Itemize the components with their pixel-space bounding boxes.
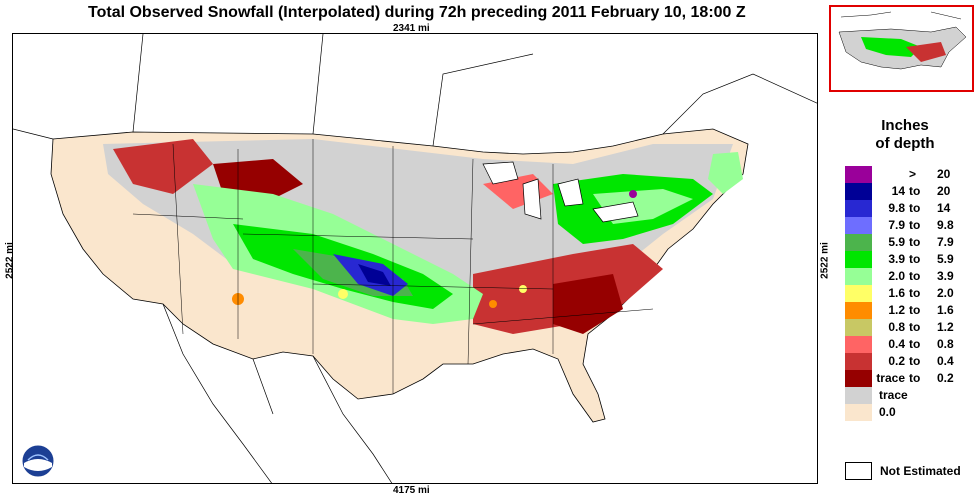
legend-high-value: 1.6 [937,303,954,317]
legend-high-value: 0.2 [937,371,954,385]
legend-entry: 14 to 20 [845,183,975,200]
map-title: Total Observed Snowfall (Interpolated) d… [88,4,746,21]
legend-swatch [845,217,872,234]
legend-separator: to [909,184,921,198]
legend-swatch [845,200,872,217]
legend-low-value: trace [876,371,905,385]
inset-map-graphic [831,7,972,90]
legend-entry: 0.0 [845,404,975,421]
legend-swatch [845,285,872,302]
legend-label: trace [879,388,908,402]
legend-entry: 9.8 to 14 [845,200,975,217]
legend-entry: 2.0 to 3.9 [845,268,975,285]
legend-high-value: 20 [937,184,951,198]
legend-low-value: 1.2 [888,303,905,317]
legend-separator: to [909,235,921,249]
legend-entry: 1.6 to 2.0 [845,285,975,302]
legend-low-value: 0.2 [888,354,905,368]
legend-low-value: 0.8 [888,320,905,334]
legend-entry: 5.9 to 7.9 [845,234,975,251]
legend-entry: trace to 0.2 [845,370,975,387]
legend-entry: 0.4 to 0.8 [845,336,975,353]
legend-separator: to [909,252,921,266]
legend-high-value: 3.9 [937,269,954,283]
legend-entry: 0.8 to 1.2 [845,319,975,336]
legend-swatch [845,166,872,183]
legend-swatch [845,268,872,285]
top-dimension-label: 2341 mi [393,23,430,34]
not-estimated-legend-item: Not Estimated [845,462,975,482]
legend-separator: to [909,269,921,283]
legend-high-value: 5.9 [937,252,954,266]
legend-high-value: 2.0 [937,286,954,300]
legend-title: Inches of depth [845,117,965,153]
legend-swatch [845,336,872,353]
legend-high-value: 1.2 [937,320,954,334]
bottom-dimension-label: 4175 mi [393,485,430,496]
legend-entry: 0.2 to 0.4 [845,353,975,370]
legend-swatch [845,251,872,268]
legend-low-value: 9.8 [888,201,905,215]
legend-separator: to [909,354,921,368]
legend-high-value: 7.9 [937,235,954,249]
legend-low-value: 0.4 [888,337,905,351]
overview-inset-map[interactable] [829,5,974,92]
legend-entry: 1.2 to 1.6 [845,302,975,319]
legend-swatch [845,353,872,370]
legend-label: 0.0 [879,405,896,419]
legend-separator: to [909,286,921,300]
legend-swatch [845,319,872,336]
legend-low-value: 7.9 [888,218,905,232]
snowfall-map-graphic [13,34,817,483]
legend-separator: to [909,337,921,351]
snowfall-map[interactable] [12,33,818,484]
legend-low-value: 2.0 [888,269,905,283]
legend-swatch [845,370,872,387]
legend-entry: >20 [845,166,975,183]
legend-high-value: 14 [937,201,951,215]
legend-high-value: 20 [937,167,951,181]
legend-low-value: 5.9 [888,235,905,249]
legend-separator: to [909,218,921,232]
legend-swatch [845,387,872,404]
legend-title-line1: Inches [881,117,929,134]
legend-separator: to [909,201,921,215]
legend-low-value: 1.6 [888,286,905,300]
right-dimension-label: 2522 mi [819,242,831,279]
legend-swatch [845,302,872,319]
legend-separator: > [909,167,917,181]
legend-swatch [845,404,872,421]
legend-swatch [845,234,872,251]
not-estimated-label: Not Estimated [880,464,961,478]
legend-low-value: 14 [891,184,905,198]
legend-swatch [845,183,872,200]
legend-high-value: 0.4 [937,354,954,368]
legend-low-value: 3.9 [888,252,905,266]
legend-entry: trace [845,387,975,404]
legend-entry: 3.9 to 5.9 [845,251,975,268]
not-estimated-swatch [845,462,872,480]
noaa-logo-icon [22,445,54,477]
legend-separator: to [909,320,921,334]
legend-entry: 7.9 to 9.8 [845,217,975,234]
legend-high-value: 9.8 [937,218,954,232]
legend-high-value: 0.8 [937,337,954,351]
legend-title-line2: of depth [875,135,935,152]
legend-separator: to [909,303,921,317]
legend-separator: to [909,371,921,385]
